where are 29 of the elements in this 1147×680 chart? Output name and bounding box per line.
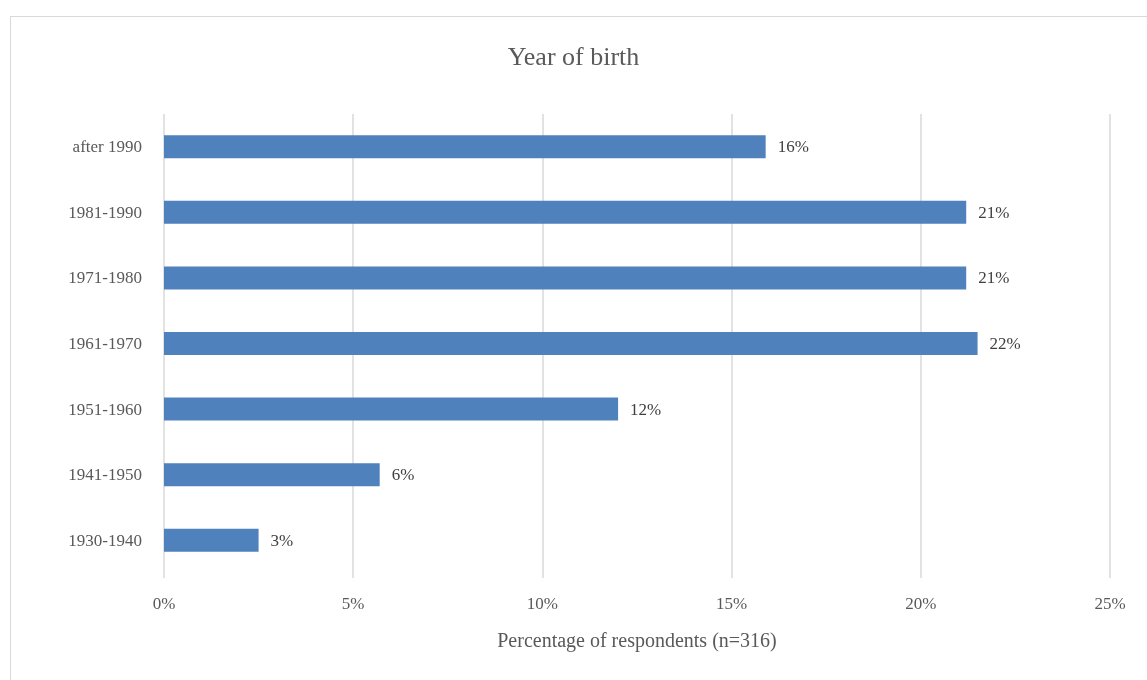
x-tick-label: 25% bbox=[1094, 594, 1126, 613]
x-tick-label: 20% bbox=[905, 594, 937, 613]
bar bbox=[164, 463, 380, 487]
data-label: 3% bbox=[270, 530, 294, 550]
chart-title: Year of birth bbox=[507, 41, 640, 71]
y-tick-label: after 1990 bbox=[72, 137, 142, 157]
data-label: 21% bbox=[978, 268, 1010, 288]
data-label: 16% bbox=[777, 137, 809, 157]
x-tick-label: 5% bbox=[341, 594, 365, 613]
data-label: 12% bbox=[630, 399, 662, 419]
bar bbox=[164, 397, 619, 421]
x-tick-label: 15% bbox=[716, 594, 748, 613]
x-axis-title: Percentage of respondents (n=316) bbox=[497, 629, 777, 652]
bar bbox=[164, 200, 967, 224]
x-tick-label: 0% bbox=[152, 594, 176, 613]
y-tick-label: 1961-1970 bbox=[68, 334, 142, 353]
y-tick-label: 1930-1940 bbox=[68, 530, 142, 550]
bar bbox=[164, 332, 978, 355]
y-tick-label: 1951-1960 bbox=[68, 399, 142, 419]
y-tick-label: 1981-1990 bbox=[68, 202, 142, 222]
y-tick-label: 1971-1980 bbox=[68, 268, 142, 288]
y-tick-label: 1941-1950 bbox=[68, 465, 142, 485]
bar bbox=[164, 266, 967, 290]
data-label: 6% bbox=[391, 465, 415, 485]
data-label: 22% bbox=[989, 334, 1021, 353]
x-tick-label: 10% bbox=[526, 594, 558, 613]
bar bbox=[164, 135, 766, 159]
data-label: 21% bbox=[978, 202, 1010, 222]
bar bbox=[164, 528, 259, 552]
